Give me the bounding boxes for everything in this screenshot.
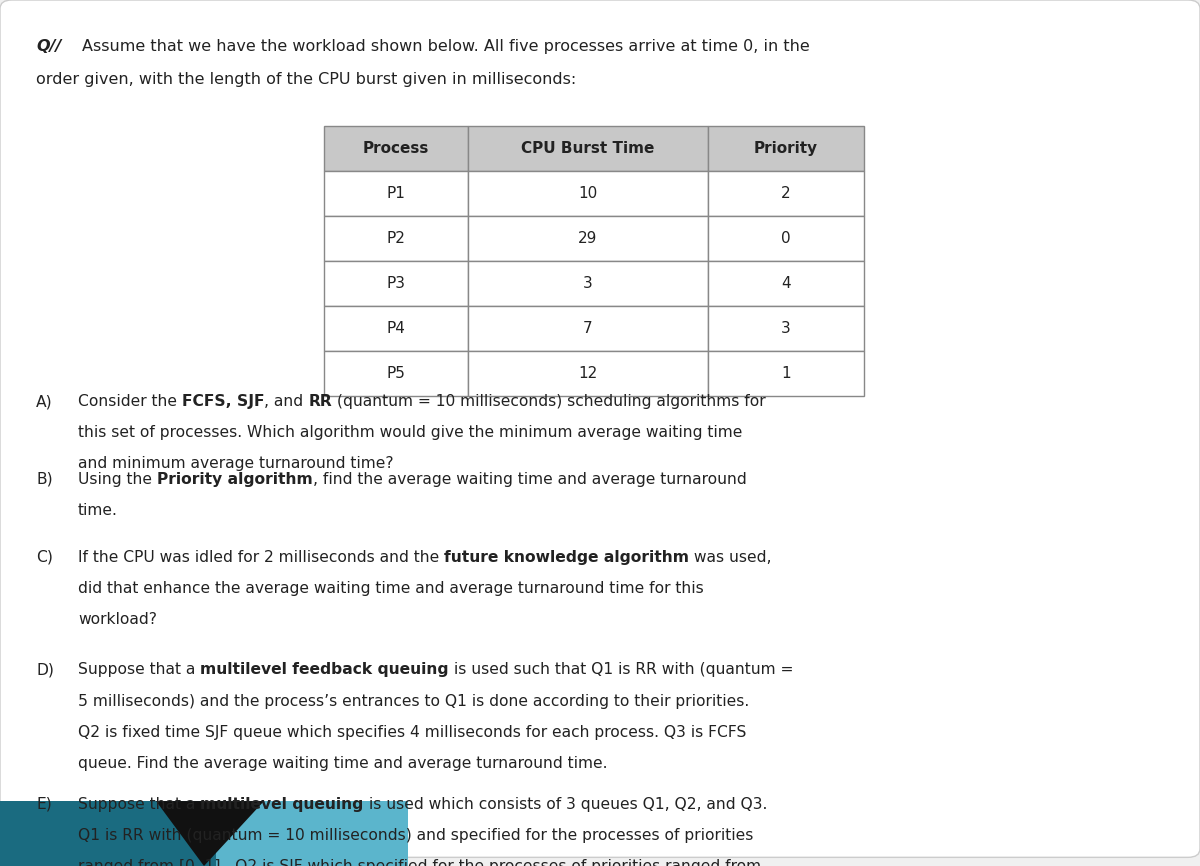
Text: time.: time. — [78, 503, 118, 518]
Text: order given, with the length of the CPU burst given in milliseconds:: order given, with the length of the CPU … — [36, 72, 576, 87]
Text: this set of processes. Which algorithm would give the minimum average waiting ti: this set of processes. Which algorithm w… — [78, 425, 743, 440]
Text: 0: 0 — [781, 230, 791, 246]
Text: FCFS, SJF: FCFS, SJF — [182, 394, 264, 409]
Text: CPU Burst Time: CPU Burst Time — [521, 140, 655, 156]
Text: 1: 1 — [781, 365, 791, 381]
Text: P3: P3 — [386, 275, 406, 291]
Bar — [708, 216, 864, 261]
Bar — [468, 306, 708, 351]
Bar — [144, 801, 408, 866]
Text: queue. Find the average waiting time and average turnaround time.: queue. Find the average waiting time and… — [78, 756, 607, 771]
Bar — [708, 351, 864, 396]
Text: 7: 7 — [583, 320, 593, 336]
Text: 5 milliseconds) and the process’s entrances to Q1 is done according to their pri: 5 milliseconds) and the process’s entran… — [78, 694, 749, 708]
Text: multilevel feedback queuing: multilevel feedback queuing — [200, 662, 449, 677]
Bar — [324, 126, 468, 171]
Text: is used which consists of 3 queues Q1, Q2, and Q3.: is used which consists of 3 queues Q1, Q… — [364, 797, 767, 811]
Text: 12: 12 — [578, 365, 598, 381]
Bar — [468, 126, 708, 171]
Bar — [324, 351, 468, 396]
Text: (quantum = 10 milliseconds) scheduling algorithms for: (quantum = 10 milliseconds) scheduling a… — [332, 394, 766, 409]
Bar — [708, 261, 864, 306]
Text: multilevel queuing: multilevel queuing — [200, 797, 364, 811]
Bar — [708, 306, 864, 351]
Text: and minimum average turnaround time?: and minimum average turnaround time? — [78, 456, 394, 471]
Text: P1: P1 — [386, 185, 406, 201]
Polygon shape — [156, 801, 264, 866]
Text: A): A) — [36, 394, 53, 409]
Text: D): D) — [36, 662, 54, 677]
Text: is used such that Q1 is RR with (quantum =: is used such that Q1 is RR with (quantum… — [449, 662, 793, 677]
Text: Q1 is RR with (quantum = 10 milliseconds) and specified for the processes of pri: Q1 is RR with (quantum = 10 milliseconds… — [78, 828, 754, 843]
Text: future knowledge algorithm: future knowledge algorithm — [444, 550, 689, 565]
Text: 4: 4 — [781, 275, 791, 291]
Text: E): E) — [36, 797, 52, 811]
Text: Consider the: Consider the — [78, 394, 182, 409]
Text: Process: Process — [362, 140, 430, 156]
Text: did that enhance the average waiting time and average turnaround time for this: did that enhance the average waiting tim… — [78, 581, 703, 596]
Text: , find the average waiting time and average turnaround: , find the average waiting time and aver… — [313, 472, 746, 487]
Bar — [708, 126, 864, 171]
Text: Q2 is fixed time SJF queue which specifies 4 milliseconds for each process. Q3 i: Q2 is fixed time SJF queue which specifi… — [78, 725, 746, 740]
Bar — [468, 261, 708, 306]
Text: P2: P2 — [386, 230, 406, 246]
Bar — [468, 351, 708, 396]
Text: If the CPU was idled for 2 milliseconds and the: If the CPU was idled for 2 milliseconds … — [78, 550, 444, 565]
Text: Priority: Priority — [754, 140, 818, 156]
Text: workload?: workload? — [78, 612, 157, 627]
Bar — [468, 171, 708, 216]
Text: B): B) — [36, 472, 53, 487]
Text: , and: , and — [264, 394, 308, 409]
Text: Suppose that a: Suppose that a — [78, 662, 200, 677]
Bar — [0, 801, 216, 866]
Bar — [264, 801, 408, 866]
Text: 2: 2 — [781, 185, 791, 201]
Bar — [324, 306, 468, 351]
Text: Assume that we have the workload shown below. All five processes arrive at time : Assume that we have the workload shown b… — [82, 39, 809, 54]
Text: 29: 29 — [578, 230, 598, 246]
Text: P4: P4 — [386, 320, 406, 336]
Text: C): C) — [36, 550, 53, 565]
Text: RR: RR — [308, 394, 332, 409]
Bar — [324, 261, 468, 306]
Text: 3: 3 — [781, 320, 791, 336]
Text: 3: 3 — [583, 275, 593, 291]
Bar — [324, 216, 468, 261]
Text: Suppose that a: Suppose that a — [78, 797, 200, 811]
Text: was used,: was used, — [689, 550, 772, 565]
Text: 10: 10 — [578, 185, 598, 201]
Text: ranged from [0, 1].  Q2 is SJF which specified for the processes of priorities r: ranged from [0, 1]. Q2 is SJF which spec… — [78, 859, 761, 866]
Bar — [324, 171, 468, 216]
Bar — [468, 216, 708, 261]
Bar — [708, 171, 864, 216]
Text: P5: P5 — [386, 365, 406, 381]
Text: Using the: Using the — [78, 472, 157, 487]
Text: Priority algorithm: Priority algorithm — [157, 472, 313, 487]
Text: Q//: Q// — [36, 39, 61, 54]
